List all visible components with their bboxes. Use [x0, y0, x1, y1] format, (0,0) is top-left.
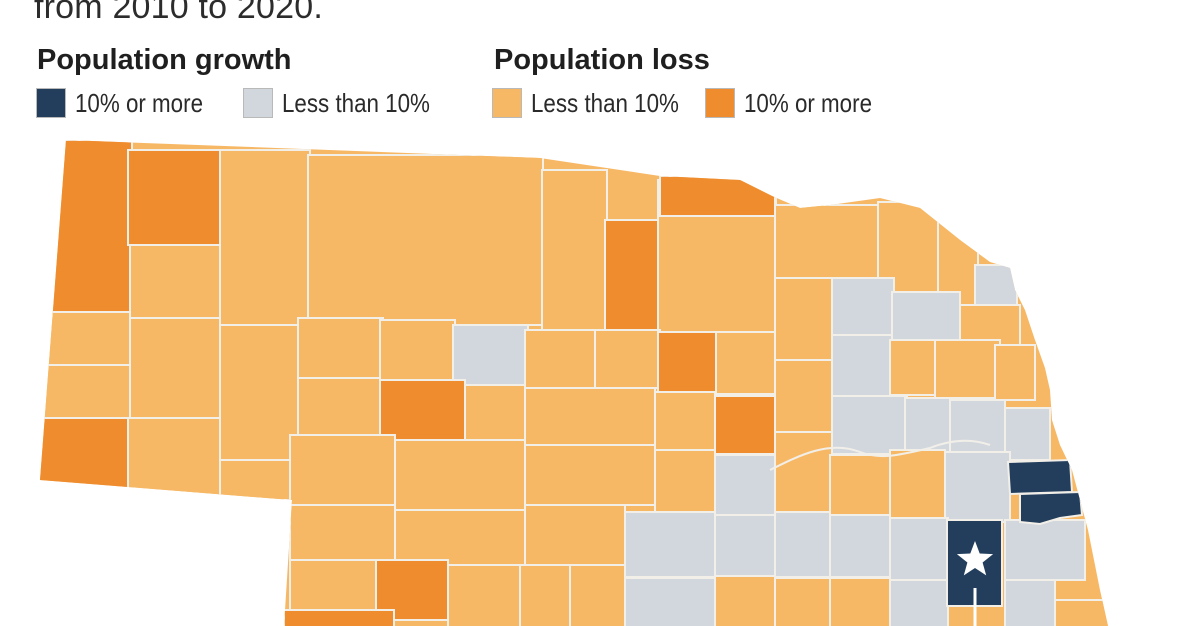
county-73: [829, 577, 891, 626]
county-61: [774, 511, 831, 578]
county-71: [714, 575, 776, 626]
legend-label: Less than 10%: [282, 87, 430, 118]
county-29: [831, 277, 895, 339]
county-76: [1054, 599, 1108, 626]
county-9: [219, 149, 311, 326]
county-28: [774, 277, 836, 364]
county-6: [129, 244, 221, 321]
legend-item-loss-under-10: Less than 10%: [492, 86, 703, 120]
county-1: [51, 140, 133, 316]
county-4: [40, 417, 131, 499]
county-35: [524, 387, 656, 449]
county-38: [774, 359, 836, 436]
county-55: [944, 451, 1011, 523]
county-40: [889, 339, 936, 396]
county-74: [889, 579, 949, 626]
county-43: [289, 434, 396, 506]
county-2: [47, 311, 134, 368]
county-64: [1004, 519, 1086, 581]
county-69: [569, 564, 626, 626]
county-3: [43, 364, 133, 421]
legend-loss-title: Population loss: [494, 44, 710, 76]
county-21: [297, 317, 384, 381]
map-subtitle: from 2010 to 2020.: [34, 0, 324, 26]
county-49: [831, 395, 908, 455]
legend-label: 10% or more: [75, 87, 204, 118]
county-33: [379, 379, 466, 441]
legend-label: Less than 10%: [531, 87, 679, 118]
county-14: [604, 219, 661, 331]
county-57: [394, 509, 526, 566]
county-53: [829, 454, 891, 516]
county-51: [949, 399, 1006, 453]
county-27: [715, 331, 777, 395]
legend-label: 10% or more: [744, 87, 873, 118]
county-45: [524, 444, 656, 506]
county-44: [394, 439, 526, 511]
county-36: [654, 391, 716, 451]
county-34: [464, 384, 526, 446]
county-59: [624, 511, 716, 578]
county-39: [831, 334, 893, 398]
county-13: [541, 169, 608, 336]
legend-item-loss-10-plus: 10% or more: [705, 86, 893, 120]
legend-growth-title: Population growth: [37, 44, 292, 76]
county-63: [889, 517, 949, 581]
river-border: [769, 439, 991, 471]
county-47: [714, 454, 776, 516]
county-75: [1004, 579, 1056, 626]
county-11: [219, 459, 297, 501]
county-70: [624, 577, 716, 626]
county-54: [889, 449, 946, 519]
legend-item-growth-under-10: Less than 10%: [243, 86, 454, 120]
county-8: [127, 417, 224, 501]
county-67: [447, 564, 521, 626]
county-68: [519, 564, 571, 626]
county-58: [524, 504, 626, 566]
county-62: [829, 514, 891, 578]
legend-swatch: [36, 88, 66, 118]
legend-swatch: [705, 88, 735, 118]
county-5: [127, 149, 221, 246]
county-26: [657, 331, 717, 393]
legend-swatch: [243, 88, 273, 118]
county-20: [974, 264, 1018, 311]
county-7: [129, 317, 223, 419]
county-12: [307, 154, 544, 326]
county-60: [714, 514, 776, 578]
county-52: [1004, 407, 1051, 461]
legend-item-growth-10-plus: 10% or more: [36, 86, 224, 120]
county-30: [891, 291, 961, 341]
county-77: [283, 609, 395, 626]
county-31: [959, 304, 1021, 346]
county-42: [994, 344, 1036, 401]
county-22: [379, 319, 456, 381]
county-48: [774, 431, 836, 513]
star-icon: [956, 541, 994, 576]
county-10: [219, 324, 299, 461]
county-32: [297, 377, 381, 439]
county-37: [714, 395, 776, 455]
county-dark-north: [1006, 458, 1074, 496]
county-17: [774, 204, 881, 281]
county-50: [904, 397, 951, 454]
county-41: [934, 339, 1001, 399]
county-23: [452, 324, 529, 386]
legend-swatch: [492, 88, 522, 118]
county-72: [774, 577, 831, 626]
county-16: [659, 175, 776, 217]
county-56: [289, 504, 396, 561]
county-46: [654, 449, 716, 513]
county-24: [524, 329, 598, 391]
county-25: [594, 329, 661, 389]
